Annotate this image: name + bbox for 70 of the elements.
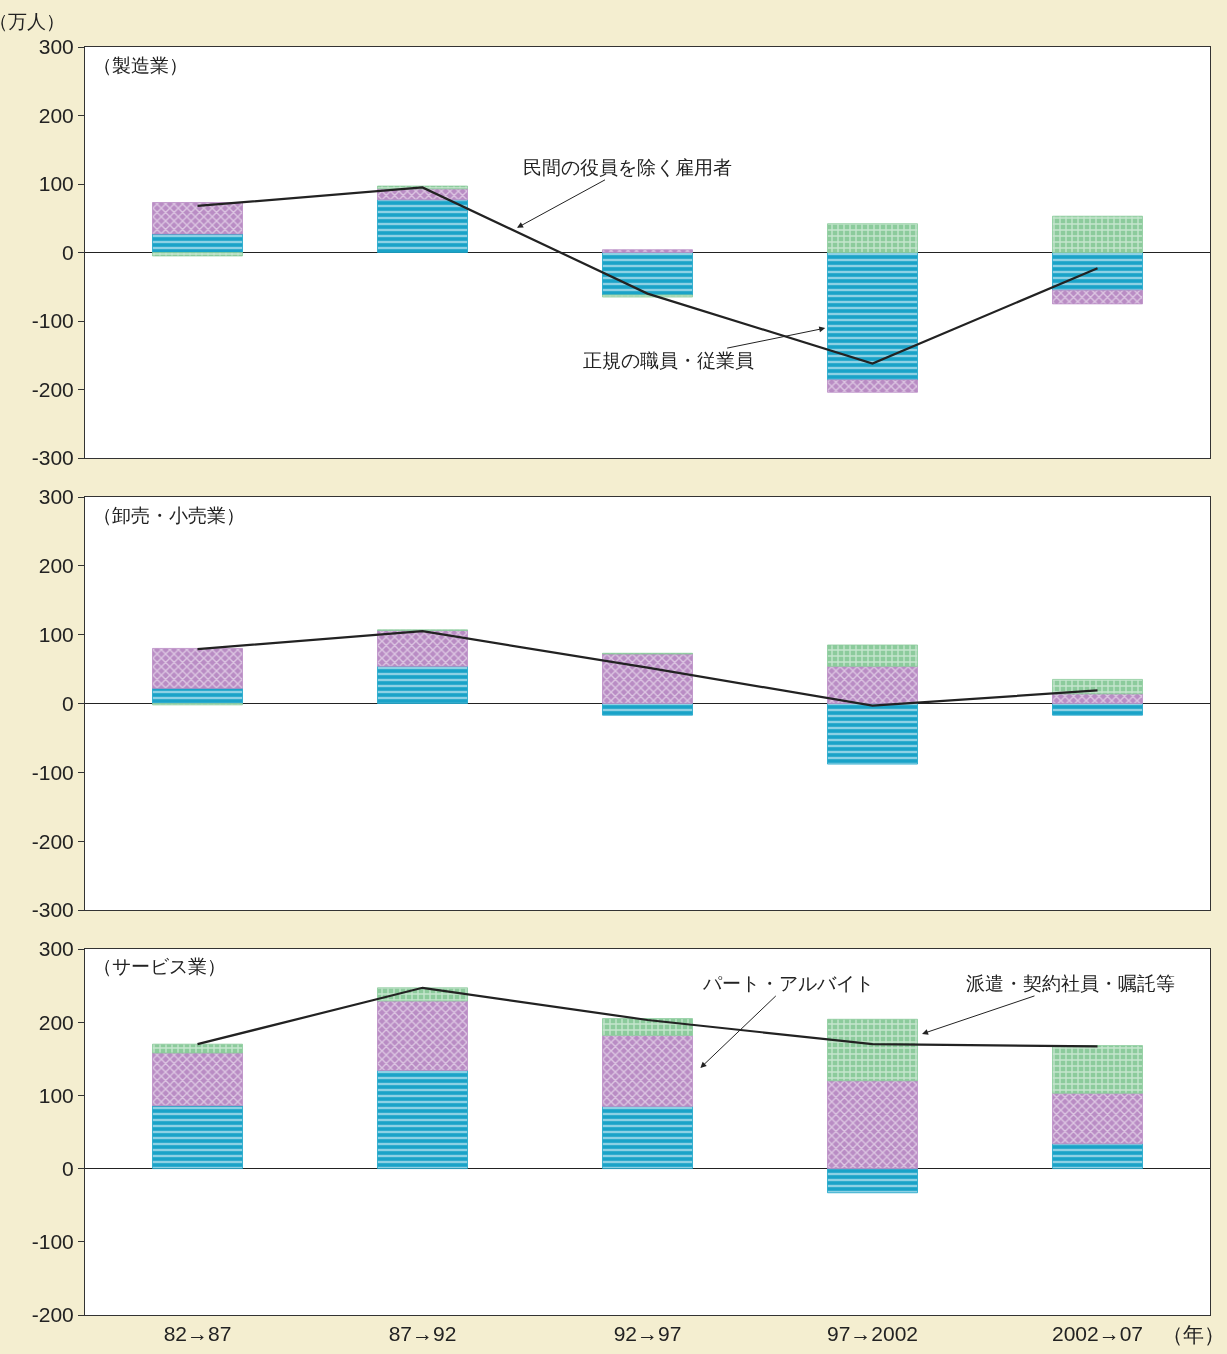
bar: [827, 644, 918, 667]
chart-title: （サービス業）: [93, 956, 226, 977]
x-axis-title: （年）: [1162, 1323, 1225, 1346]
bar: [152, 1043, 243, 1054]
bar: [1052, 252, 1143, 291]
y-tick-label: 100: [38, 1083, 74, 1107]
y-tick-label: 0: [62, 240, 74, 264]
bar: [827, 379, 918, 393]
annotation: 派遣・契約社員・嘱託等: [966, 973, 1175, 994]
y-tick-label: 100: [38, 623, 74, 647]
bar: [152, 252, 243, 257]
bar: [152, 1052, 243, 1107]
bar: [152, 202, 243, 235]
bar: [377, 665, 468, 704]
annotation: 民間の役員を除く雇用者: [523, 157, 732, 178]
bar: [152, 1105, 243, 1169]
y-tick-label: 300: [38, 937, 74, 961]
y-tick-label: 300: [38, 485, 74, 509]
bar: [827, 252, 918, 381]
bar: [1052, 1092, 1143, 1145]
bar: [827, 223, 918, 253]
bar: [377, 1000, 468, 1071]
bar: [1052, 703, 1143, 716]
y-tick-label: 300: [38, 35, 74, 59]
bar: [827, 703, 918, 765]
bar: [827, 1018, 918, 1082]
y-tick-label: -100: [31, 1230, 74, 1254]
bar: [377, 630, 468, 667]
y-tick-label: 100: [38, 172, 74, 196]
bar: [602, 1018, 693, 1036]
bar: [1052, 289, 1143, 305]
bar: [377, 199, 468, 253]
bar: [602, 653, 693, 704]
y-tick-label: 200: [38, 554, 74, 578]
bar: [377, 1070, 468, 1169]
annotation: パート・アルバイト: [702, 973, 874, 994]
bar: [602, 252, 693, 296]
bar: [1052, 215, 1143, 253]
bar: [152, 648, 243, 689]
x-tick-label: 2002→07: [1051, 1322, 1144, 1346]
bar: [827, 1168, 918, 1194]
x-tick-label: 82→87: [163, 1322, 232, 1346]
bar: [827, 665, 918, 704]
x-tick-label: 97→2002: [826, 1322, 919, 1346]
chart-title: （卸売・小売業）: [93, 505, 245, 526]
x-tick-label: 87→92: [388, 1322, 457, 1346]
y-tick-label: 0: [62, 691, 74, 715]
bar: [1052, 1143, 1143, 1169]
bar: [602, 294, 693, 298]
y-axis-title: （万人）: [0, 11, 65, 32]
y-tick-label: 200: [38, 1010, 74, 1034]
bar: [1052, 1045, 1143, 1094]
y-tick-label: -100: [31, 760, 74, 784]
bar: [602, 1034, 693, 1107]
bar: [602, 1105, 693, 1169]
y-tick-label: -100: [31, 309, 74, 333]
bar: [602, 249, 693, 253]
y-tick-label: 0: [62, 1156, 74, 1180]
x-tick-label: 92→97: [613, 1322, 682, 1346]
annotation: 正規の職員・従業員: [583, 350, 754, 371]
y-tick-label: -200: [31, 829, 74, 853]
y-tick-label: -200: [31, 377, 74, 401]
y-tick-label: -200: [31, 1303, 74, 1327]
chart-title: （製造業）: [93, 55, 188, 76]
bar: [827, 1080, 918, 1169]
y-tick-label: -300: [31, 446, 74, 470]
y-tick-label: -300: [31, 898, 74, 922]
bar: [602, 703, 693, 716]
bar: [1052, 679, 1143, 695]
y-tick-label: 200: [38, 103, 74, 127]
